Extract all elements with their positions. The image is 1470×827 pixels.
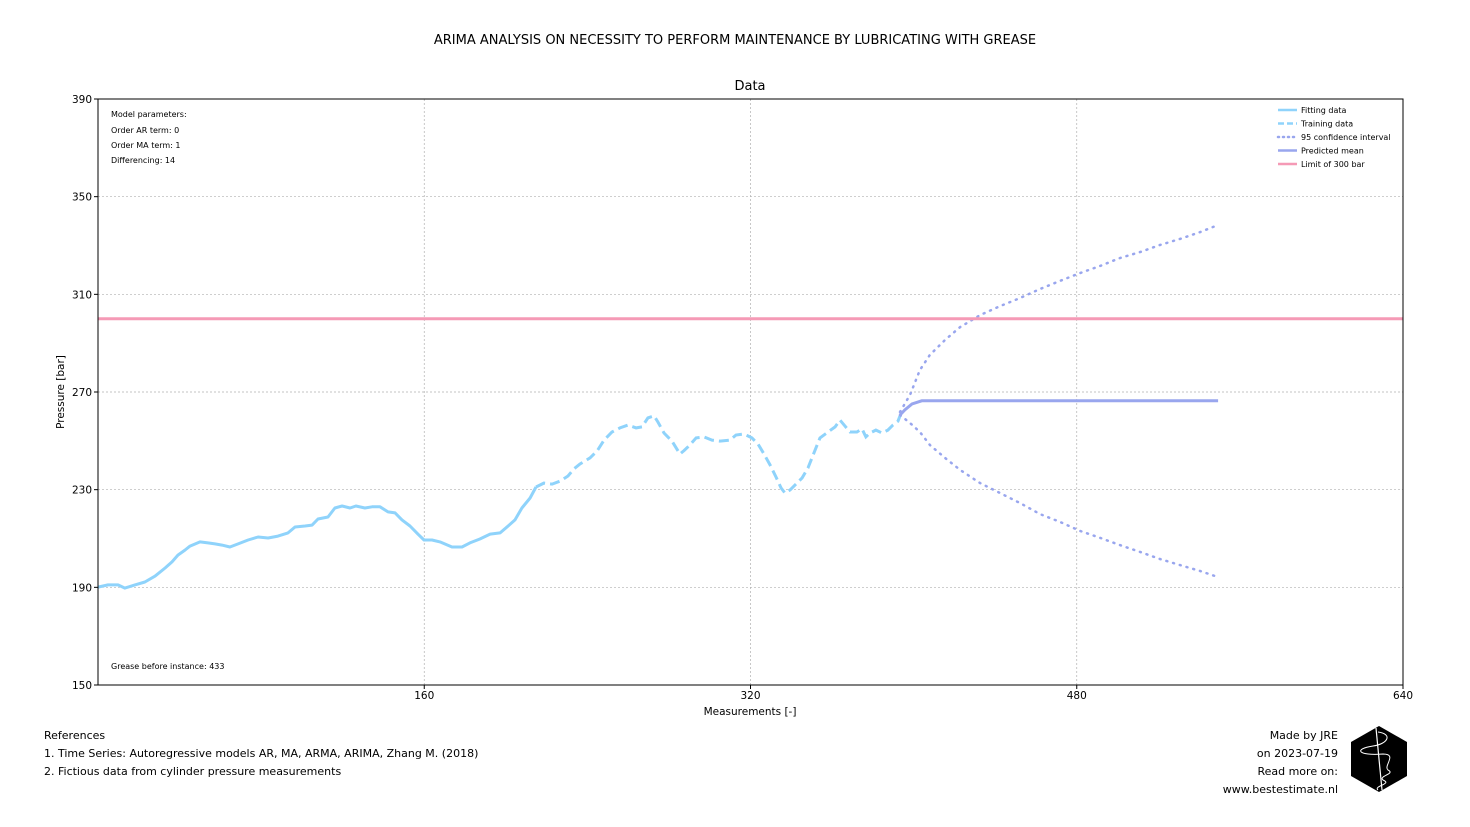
x-axis-label: Measurements [-] [704,706,797,718]
legend-label: Limit of 300 bar [1301,160,1365,169]
legend-label: Predicted mean [1301,147,1364,156]
credit-website[interactable]: www.bestestimate.nl [1222,783,1338,796]
x-tick-label: 320 [740,690,760,702]
y-tick-label: 230 [72,485,92,497]
x-tick-label: 160 [414,690,434,702]
legend-label: Training data [1300,120,1353,129]
credit-author: Made by JRE [1269,729,1338,742]
figure-suptitle: ARIMA ANALYSIS ON NECESSITY TO PERFORM M… [433,33,1037,48]
credit-read-more: Read more on: [1257,765,1338,778]
reference-item: 2. Fictious data from cylinder pressure … [44,765,342,778]
grid-lines [98,99,1403,685]
fitting-data-line [97,486,538,590]
y-tick-label: 270 [72,387,92,399]
y-axis-label: Pressure [bar] [55,355,67,429]
plot-lines [97,223,1403,590]
references: References 1. Time Series: Autoregressiv… [44,727,478,781]
legend-label: 95 confidence interval [1301,133,1391,142]
legend-label: Fitting data [1301,106,1347,115]
confidence-lower-line [898,413,1220,579]
legend: Fitting data Training data 95 confidence i… [1276,106,1391,169]
confidence-upper-line [898,223,1220,414]
model-param-line: Differencing: 14 [111,156,175,165]
y-tick-label: 390 [72,94,92,106]
model-param-line: Model parameters: [111,110,187,119]
axis-ticks: 160 320 480 640 150 190 230 270 310 350 390 [72,94,1413,702]
y-tick-label: 310 [72,289,92,301]
model-parameters-annotation: Model parameters: Order AR term: 0 Order… [111,110,187,165]
grease-annotation: Grease before instance: 433 [111,662,224,671]
hexagon-logo-icon [1351,726,1407,792]
x-tick-label: 640 [1393,690,1413,702]
y-tick-label: 350 [72,192,92,204]
predicted-mean-line [898,399,1219,417]
credit-date: on 2023-07-19 [1256,747,1338,760]
y-tick-label: 190 [72,582,92,594]
training-data-line [535,414,902,496]
chart-title: Data [734,79,765,94]
x-tick-label: 480 [1067,690,1087,702]
model-param-line: Order MA term: 1 [111,141,181,150]
y-tick-label: 150 [72,680,92,692]
credits: Made by JRE on 2023-07-19 Read more on: … [1223,727,1338,799]
model-param-line: Order AR term: 0 [111,126,179,135]
reference-item: 1. Time Series: Autoregressive models AR… [44,747,479,760]
references-heading: References [44,729,106,742]
